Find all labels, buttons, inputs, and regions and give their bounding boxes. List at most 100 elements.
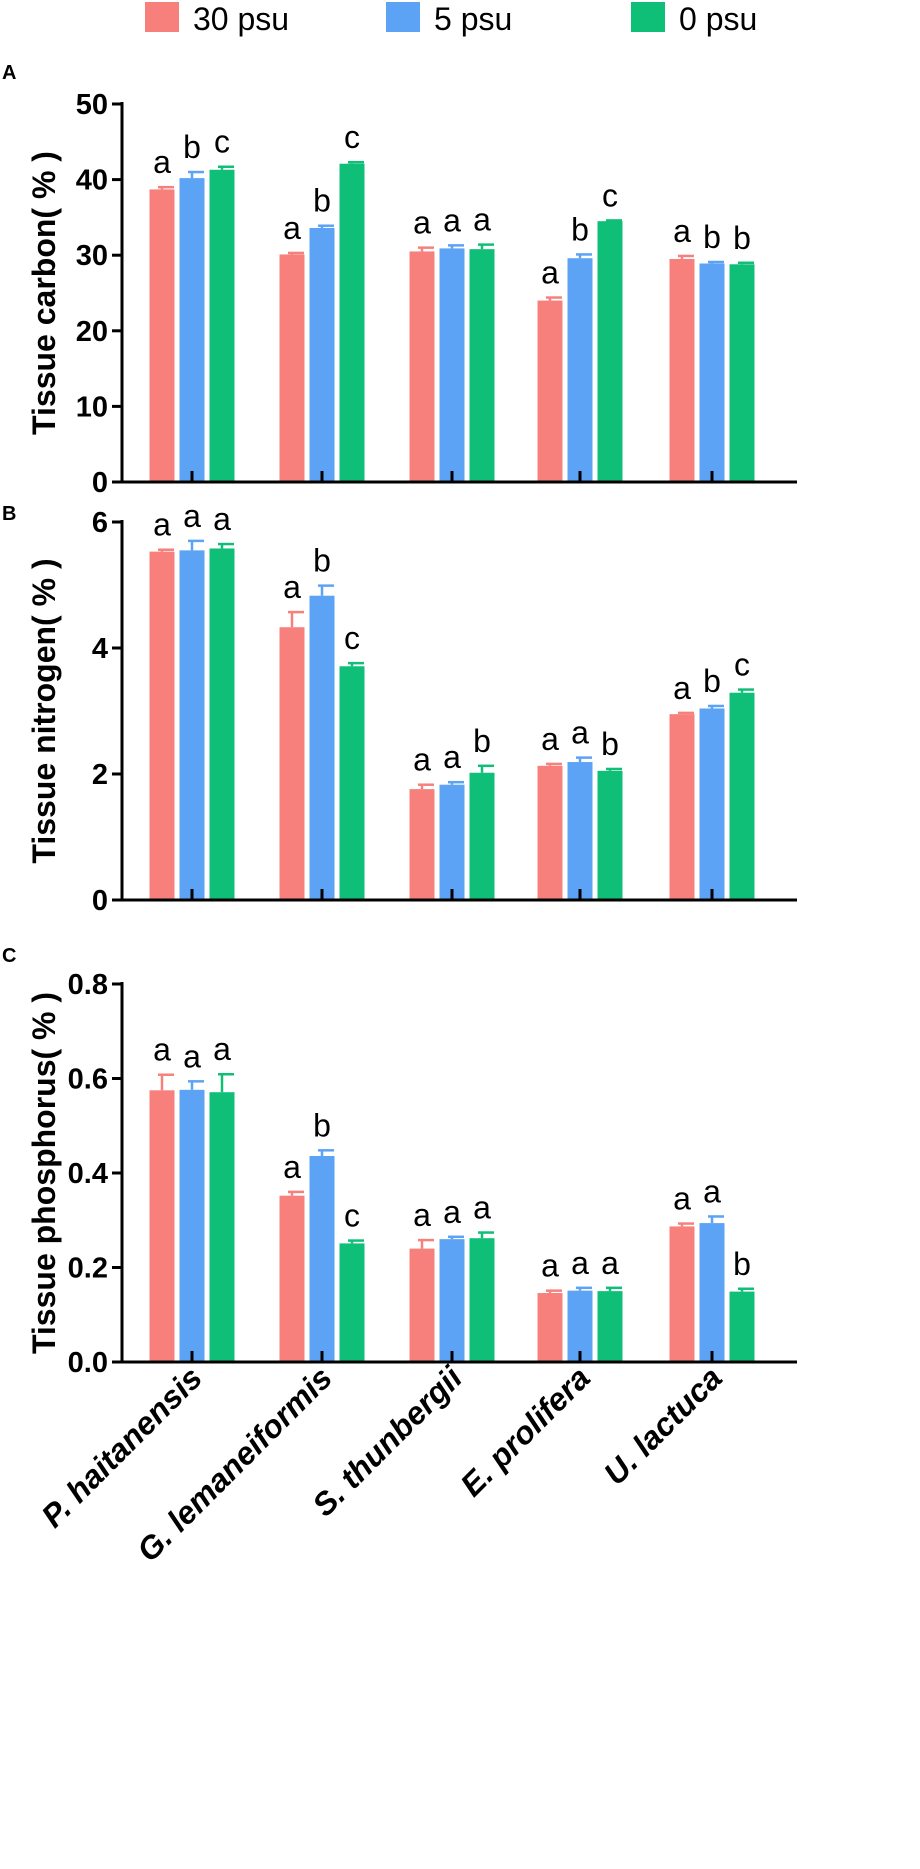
significance-letter: c [734, 647, 750, 683]
significance-letter: a [153, 1032, 171, 1068]
bar-30-psu-e-prolifera [537, 765, 563, 900]
significance-letter: a [413, 205, 431, 241]
y-tick-label: 4 [92, 633, 108, 665]
significance-letter: a [413, 742, 431, 778]
bar-0-psu-e-prolifera [597, 1291, 623, 1362]
y-tick-label: 0 [92, 885, 108, 917]
bar-0-psu-u-lactuca [729, 264, 755, 482]
significance-letter: b [313, 183, 331, 219]
legend-swatch-30-psu [145, 2, 179, 32]
bar-0-psu-s-thunbergii [469, 1238, 495, 1362]
bar-0-psu-s-thunbergii [469, 772, 495, 900]
significance-letter: c [344, 620, 360, 656]
bar-0-psu-u-lactuca [729, 1291, 755, 1362]
significance-letter: b [183, 129, 201, 165]
y-tick-label: 0.0 [68, 1347, 108, 1379]
significance-letter: a [571, 1245, 589, 1281]
legend-label-5-psu: 5 psu [434, 1, 512, 37]
significance-letter: a [673, 670, 691, 706]
significance-letter: a [153, 507, 171, 543]
significance-letter: a [213, 1031, 231, 1067]
panel-label: A [2, 62, 16, 84]
significance-letter: a [413, 1197, 431, 1233]
y-tick-label: 20 [76, 316, 108, 348]
significance-letter: a [571, 715, 589, 751]
legend-label-30-psu: 30 psu [193, 1, 289, 37]
bar-30-psu-s-thunbergii [409, 1248, 435, 1362]
significance-letter: b [703, 219, 721, 255]
bar-5-psu-g-lemaneiformis [309, 227, 335, 482]
bar-30-psu-e-prolifera [537, 1293, 563, 1362]
bar-30-psu-p-haitanensis [149, 551, 175, 900]
legend-swatch-0-psu [631, 2, 665, 32]
bar-0-psu-p-haitanensis [209, 548, 235, 900]
significance-letter: a [541, 721, 559, 757]
y-tick-label: 0.6 [68, 1064, 108, 1096]
bar-30-psu-g-lemaneiformis [279, 627, 305, 900]
y-tick-label: 0 [92, 467, 108, 499]
bar-30-psu-s-thunbergii [409, 789, 435, 900]
bar-30-psu-p-haitanensis [149, 1090, 175, 1362]
bar-0-psu-e-prolifera [597, 221, 623, 482]
y-tick-label: 0.2 [68, 1253, 108, 1285]
y-tick-label: 0.4 [68, 1158, 108, 1190]
legend: 30 psu 5 psu 0 psu [145, 1, 757, 37]
significance-letter: a [283, 569, 301, 605]
bar-0-psu-g-lemaneiformis [339, 163, 365, 482]
y-tick-label: 30 [76, 240, 108, 272]
bar-5-psu-p-haitanensis [179, 178, 205, 482]
significance-letter: a [673, 1181, 691, 1217]
significance-letter: b [601, 726, 619, 762]
bar-0-psu-g-lemaneiformis [339, 1243, 365, 1362]
significance-letter: a [153, 144, 171, 180]
bar-30-psu-u-lactuca [669, 258, 695, 482]
significance-letter: a [443, 202, 461, 238]
bar-0-psu-p-haitanensis [209, 169, 235, 482]
panel-label: C [2, 945, 16, 967]
significance-letter: b [733, 1246, 751, 1282]
bar-5-psu-s-thunbergii [439, 248, 465, 482]
bar-5-psu-g-lemaneiformis [309, 1155, 335, 1362]
legend-swatch-5-psu [386, 2, 420, 32]
y-axis-title: Tissue phosphorus( % ) [26, 992, 62, 1354]
significance-letter: b [703, 663, 721, 699]
bar-5-psu-s-thunbergii [439, 784, 465, 900]
bar-5-psu-u-lactuca [699, 1223, 725, 1362]
significance-letter: b [313, 1107, 331, 1143]
x-category-label-e-prolifera: E. prolifera [453, 1359, 597, 1503]
bar-5-psu-s-thunbergii [439, 1239, 465, 1362]
significance-letter: a [183, 1038, 201, 1074]
significance-letter: b [733, 220, 751, 256]
bar-30-psu-e-prolifera [537, 300, 563, 482]
bar-5-psu-e-prolifera [567, 1290, 593, 1362]
significance-letter: a [213, 501, 231, 537]
bar-5-psu-u-lactuca [699, 708, 725, 900]
bar-0-psu-s-thunbergii [469, 249, 495, 482]
significance-letter: a [673, 213, 691, 249]
bar-30-psu-g-lemaneiformis [279, 254, 305, 482]
significance-letter: a [601, 1245, 619, 1281]
bar-5-psu-e-prolifera [567, 762, 593, 900]
significance-letter: a [473, 1190, 491, 1226]
y-axis-title: Tissue nitrogen( % ) [26, 558, 62, 863]
panel-label: B [2, 503, 16, 525]
y-tick-label: 40 [76, 165, 108, 197]
bar-5-psu-p-haitanensis [179, 1089, 205, 1362]
significance-letter: a [283, 210, 301, 246]
significance-letter: b [571, 211, 589, 247]
bar-5-psu-p-haitanensis [179, 550, 205, 900]
bar-0-psu-p-haitanensis [209, 1092, 235, 1362]
significance-letter: a [541, 1248, 559, 1284]
y-tick-label: 50 [76, 89, 108, 121]
significance-letter: b [473, 723, 491, 759]
bar-30-psu-u-lactuca [669, 1226, 695, 1362]
significance-letter: c [214, 124, 230, 160]
y-tick-label: 2 [92, 759, 108, 791]
significance-letter: a [473, 202, 491, 238]
legend-label-0-psu: 0 psu [679, 1, 757, 37]
